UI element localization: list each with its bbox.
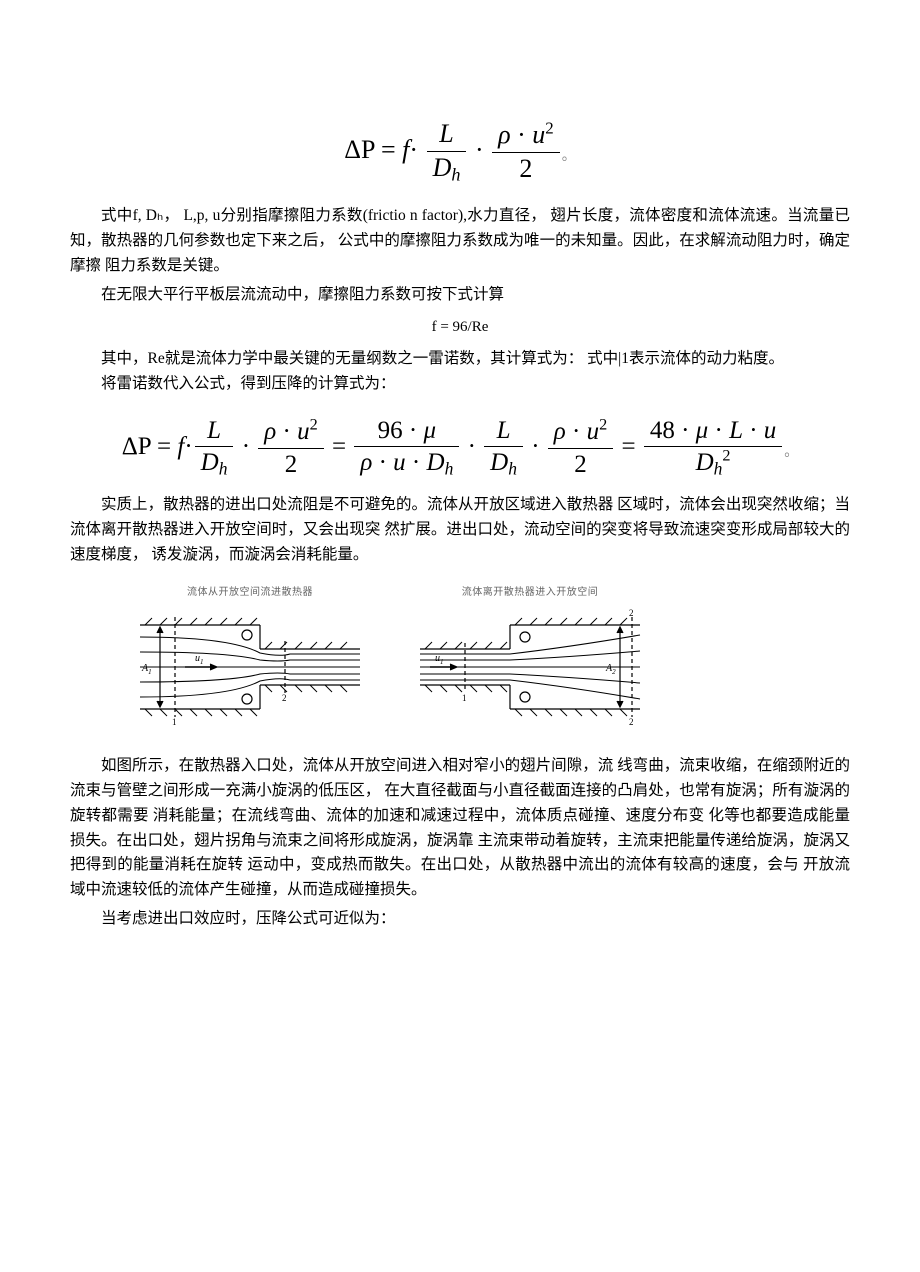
svg-text:2: 2 <box>282 693 287 703</box>
diagram-expansion: 流体离开散热器进入开放空间 <box>410 585 650 736</box>
eq1-frac1: L Dh <box>427 120 467 184</box>
diagram-expansion-title: 流体离开散热器进入开放空间 <box>410 585 650 601</box>
svg-text:2: 2 <box>629 608 634 618</box>
label-a2: A2 <box>605 663 616 676</box>
paragraph-inlet-outlet-resistance: 实质上，散热器的进出口处流阻是不可避免的。流体从开放区域进入散热器 区域时，流体… <box>70 493 850 567</box>
paragraph-substitute: 将雷诺数代入公式，得到压降的计算式为： <box>101 372 850 397</box>
equation-friction-factor: f = 96/Re <box>70 315 850 339</box>
svg-text:2: 2 <box>629 717 634 727</box>
paragraph-vortex-description: 如图所示，在散热器入口处，流体从开放空间进入相对窄小的翅片间隙，流 线弯曲，流束… <box>70 754 850 903</box>
paragraph-laminar-flow: 在无限大平行平板层流流动中，摩擦阻力系数可按下式计算 <box>70 283 850 308</box>
label-a1: A1 <box>141 663 152 676</box>
contraction-svg: A1 u1 1 2 <box>130 607 370 727</box>
equation-pressure-drop-expanded: ΔP = f· L Dh · ρ · u2 2 = 96 · μ ρ · u ·… <box>70 417 850 479</box>
eq1-frac2: ρ · u2 2 <box>492 121 560 183</box>
svg-text:1: 1 <box>462 693 467 703</box>
equation-pressure-drop-basic: ΔP = f· L Dh · ρ · u2 2 。 <box>70 120 850 184</box>
paragraph-reynolds: 其中，Re就是流体力学中最关键的无量纲数之一雷诺数，其计算式为： 式中|1表示流… <box>101 347 850 372</box>
label-u1: u1 <box>195 653 204 666</box>
svg-text:1: 1 <box>172 717 177 727</box>
flow-diagrams: 流体从开放空间流进散热器 <box>130 585 850 736</box>
expansion-svg: u1 A2 1 2 2 <box>410 607 650 727</box>
diagram-contraction-title: 流体从开放空间流进散热器 <box>130 585 370 601</box>
paragraph-inlet-outlet-effect: 当考虑进出口效应时，压降公式可近似为： <box>70 907 850 932</box>
eq1-lhs: ΔP <box>344 135 374 164</box>
diagram-contraction: 流体从开放空间流进散热器 <box>130 585 370 736</box>
paragraph-friction-factor-intro: 式中f, Dₕ， L,p, u分别指摩擦阻力系数(frictio n facto… <box>70 204 850 278</box>
label-u1-r: u1 <box>435 653 444 666</box>
eq1-f: f <box>402 135 409 164</box>
